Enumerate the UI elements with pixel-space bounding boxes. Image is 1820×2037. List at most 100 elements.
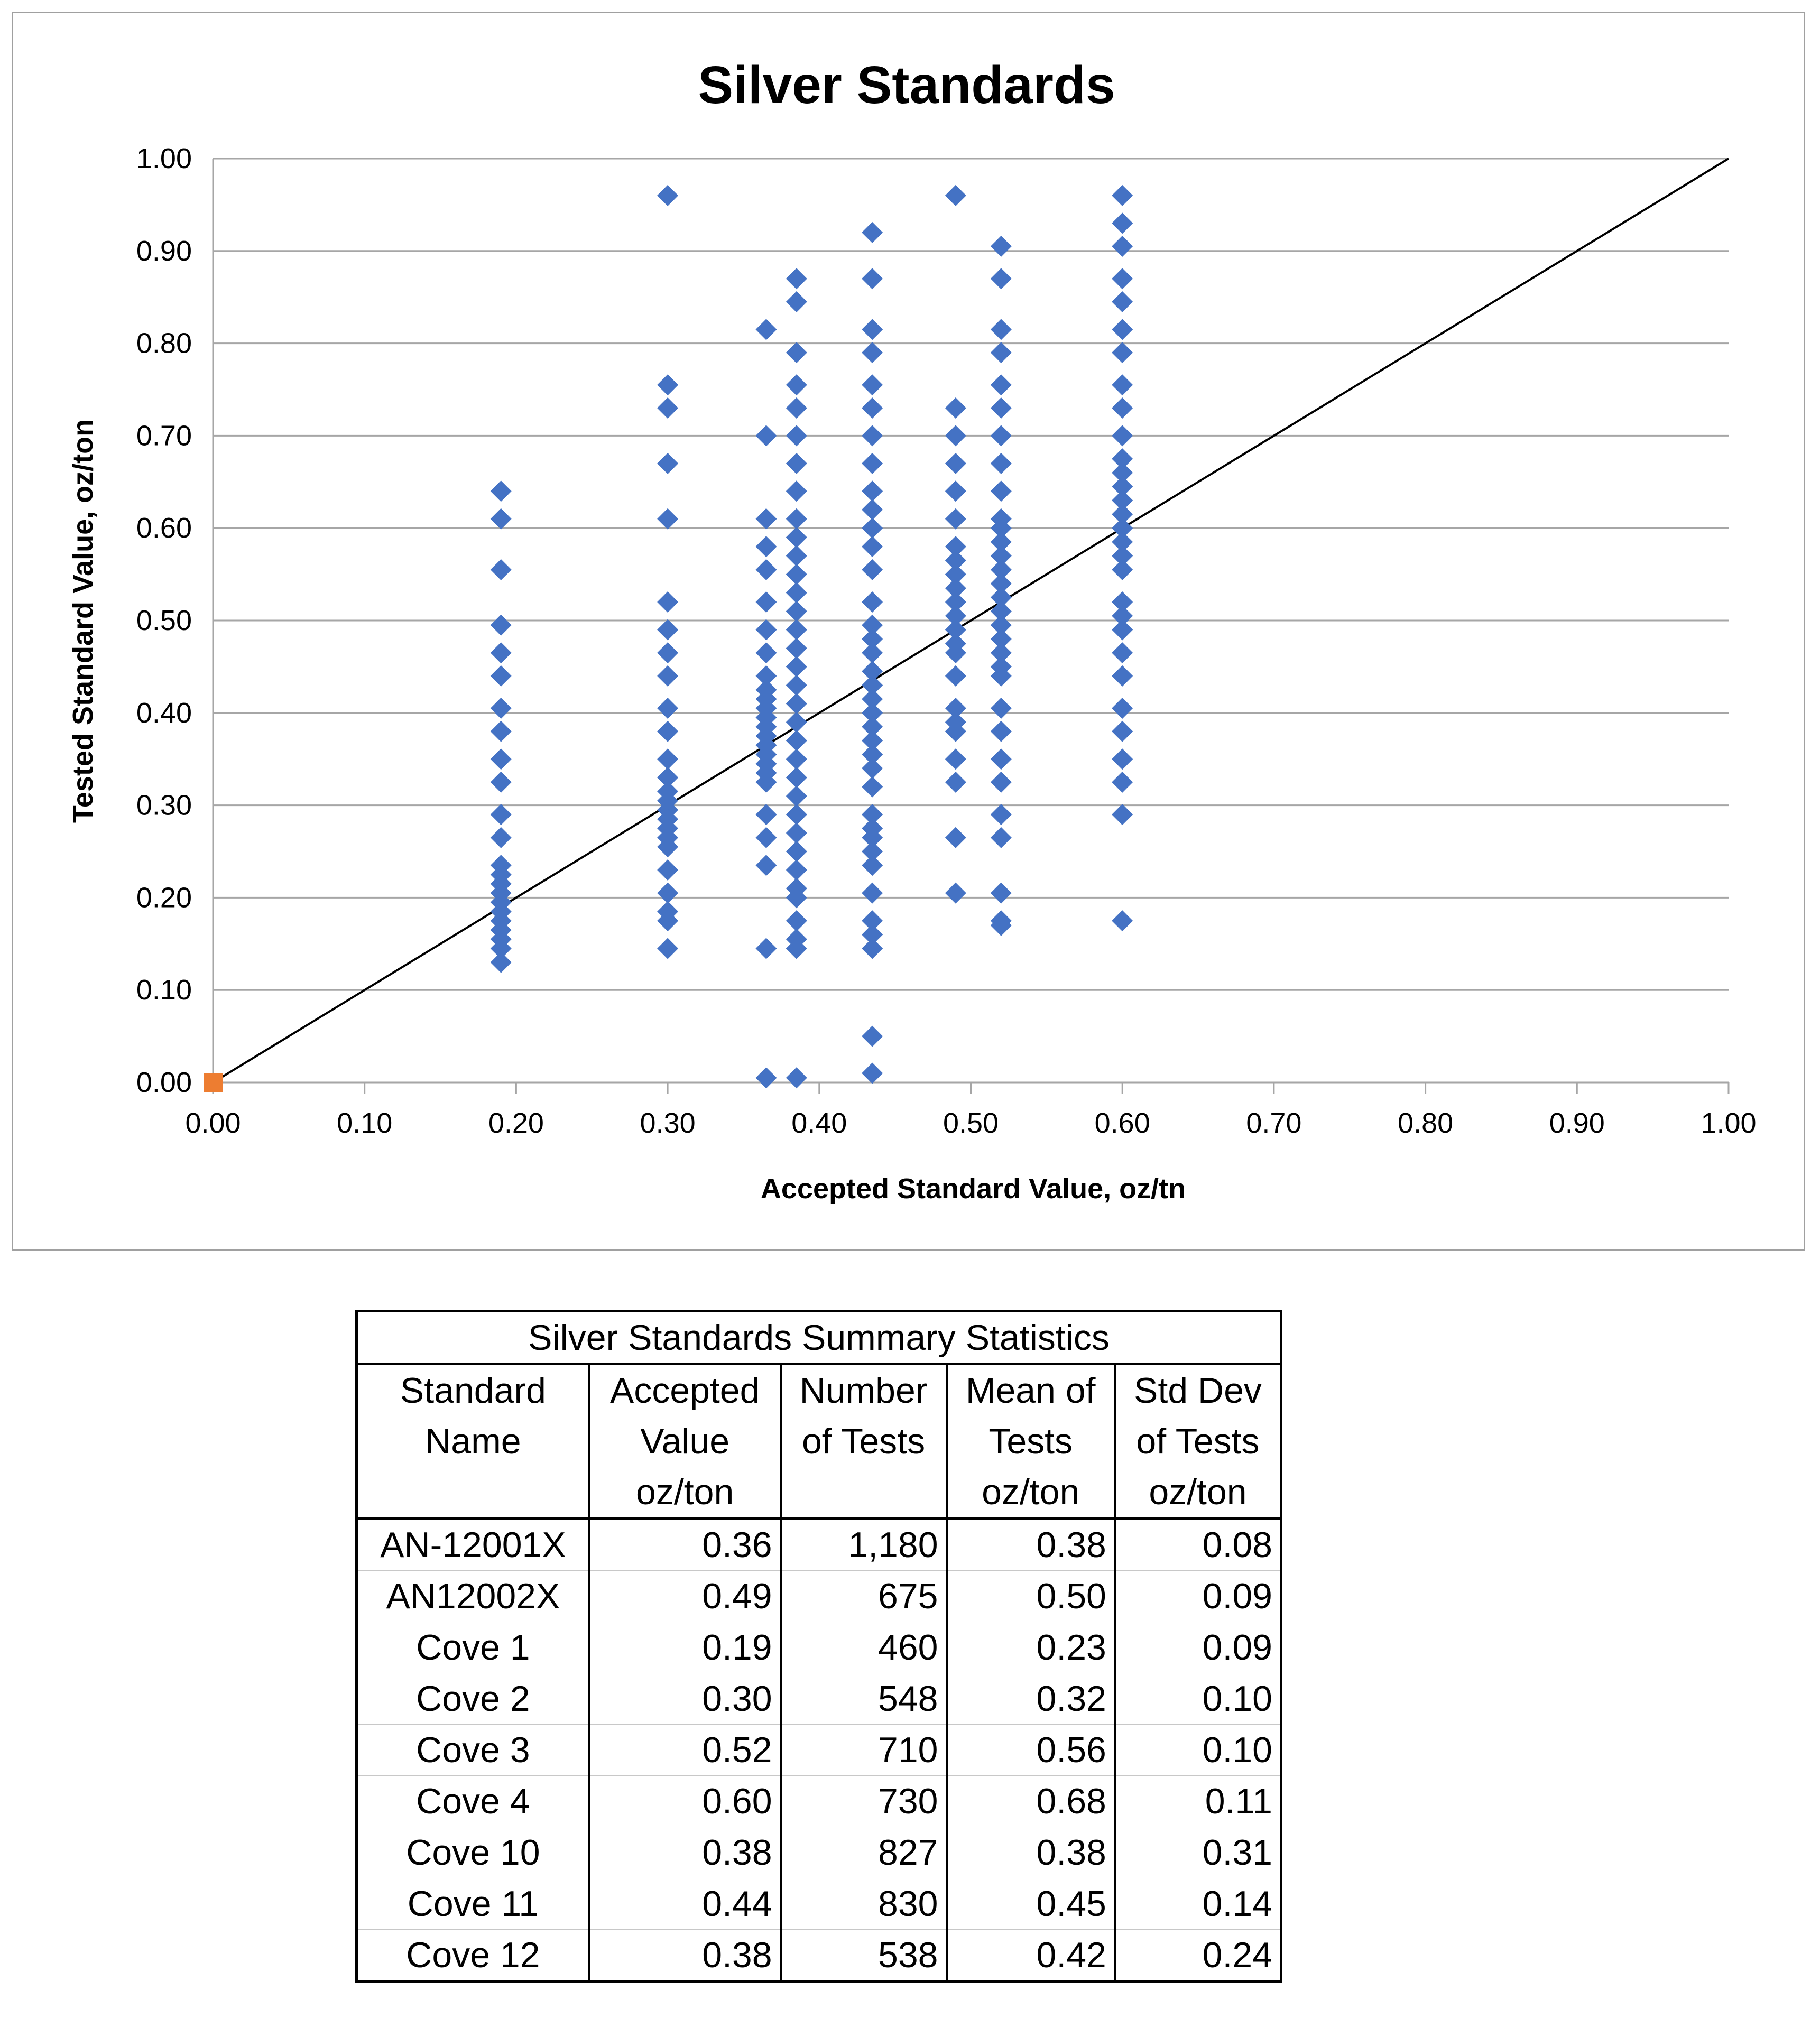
x-tick-label: 0.40 [791,1107,847,1139]
data-point [862,397,883,419]
data-point [657,859,679,881]
x-tick-label: 0.90 [1549,1107,1605,1139]
data-point [490,665,512,687]
data-point [657,184,679,206]
data-point [786,637,807,659]
data-point [990,914,1012,936]
y-tick-label: 0.00 [136,1067,192,1098]
table-header-cell: of Tests [1113,1416,1282,1467]
table-caption-row: Silver Standards Summary Statistics [356,1311,1281,1365]
table-cell: Cove 12 [355,1929,590,1982]
data-point [1112,642,1133,664]
data-point [755,1067,777,1089]
table-header-cell: oz/ton [1113,1467,1282,1520]
table-header-cell: oz/ton [945,1467,1116,1520]
data-point [786,767,807,789]
table-cell: 0.10 [1113,1724,1282,1776]
data-point [1112,748,1133,770]
data-point [657,836,679,858]
table-header-cell: Value [588,1416,782,1467]
y-tick-label: 0.50 [136,605,192,636]
x-tick-label: 0.60 [1095,1107,1150,1139]
data-point [786,711,807,733]
x-tick-label: 0.20 [488,1107,544,1139]
table-header-cell: oz/ton [588,1467,782,1520]
data-point [862,702,883,724]
table-cell: 0.09 [1113,1622,1282,1673]
data-point [1112,212,1133,234]
table-cell: 0.38 [588,1929,782,1982]
table-cell: 0.38 [588,1827,782,1878]
chart-title: Silver Standards [698,55,1115,115]
data-point [1112,268,1133,290]
chart-area: Silver Standards 0.00 0.10 0.20 0.30 0.40 0.5… [12,12,1805,1251]
y-tick-label: 0.80 [136,328,192,359]
data-point [990,480,1012,502]
data-point [1112,462,1133,484]
data-point [490,720,512,742]
table-cell: 0.36 [588,1518,782,1571]
data-point [945,536,966,558]
data-point [786,822,807,844]
x-tick-label: 0.00 [185,1107,241,1139]
data-point [490,642,512,664]
data-point [862,342,883,364]
data-point [990,319,1012,340]
data-point [990,573,1012,595]
table-cell: 548 [779,1673,948,1725]
data-point [862,559,883,580]
table-header-cell: Accepted [588,1364,782,1416]
data-point [786,508,807,530]
data-point [1112,910,1133,932]
data-point [1112,184,1133,206]
data-point [945,397,966,419]
data-point [786,480,807,502]
data-point [1112,665,1133,687]
data-point [1112,545,1133,567]
table-header-cell: Tests [945,1416,1116,1467]
table-row: AN12002X 0.49 675 0.50 0.09 [355,1570,1282,1622]
data-point [945,720,966,742]
data-point [490,508,512,530]
table-header-cell: Std Dev [1113,1364,1282,1416]
data-point [657,882,679,904]
data-point [945,748,966,770]
x-tick-label: 0.10 [337,1107,392,1139]
table-cell: 0.30 [588,1673,782,1725]
table-cell: 0.49 [588,1570,782,1622]
table-header-cell: Name [355,1416,590,1467]
data-point [755,827,777,848]
data-point [786,374,807,396]
table-row: AN-12001X 0.36 1,180 0.38 0.08 [355,1518,1282,1571]
data-point [945,425,966,447]
data-point [862,910,883,932]
data-point [862,1025,883,1047]
data-point [657,591,679,613]
table-row: Cove 10 0.38 827 0.38 0.31 [355,1827,1282,1878]
table-row: Cove 4 0.60 730 0.68 0.11 [355,1775,1282,1827]
data-point [786,804,807,826]
y-tick-label: 0.10 [136,974,192,1006]
table-cell: 1,180 [779,1518,948,1571]
origin-point [204,1073,223,1092]
data-point [755,536,777,558]
data-point [990,665,1012,687]
data-point [862,268,883,290]
table-cell: 0.10 [1113,1673,1282,1725]
data-point [786,397,807,419]
data-point [862,614,883,636]
data-point [786,674,807,696]
data-point [786,1067,807,1089]
data-point [490,614,512,636]
table-cell: 0.50 [945,1570,1116,1622]
table-header-cell: Mean of [945,1364,1116,1416]
table-cell: Cove 3 [355,1724,590,1776]
data-point [862,804,883,826]
table-cell: 0.56 [945,1724,1116,1776]
data-point [755,591,777,613]
data-point [945,882,966,904]
data-point [1112,503,1133,525]
table-cell: 0.08 [1113,1518,1282,1571]
data-point [755,559,777,580]
data-point [657,910,679,932]
